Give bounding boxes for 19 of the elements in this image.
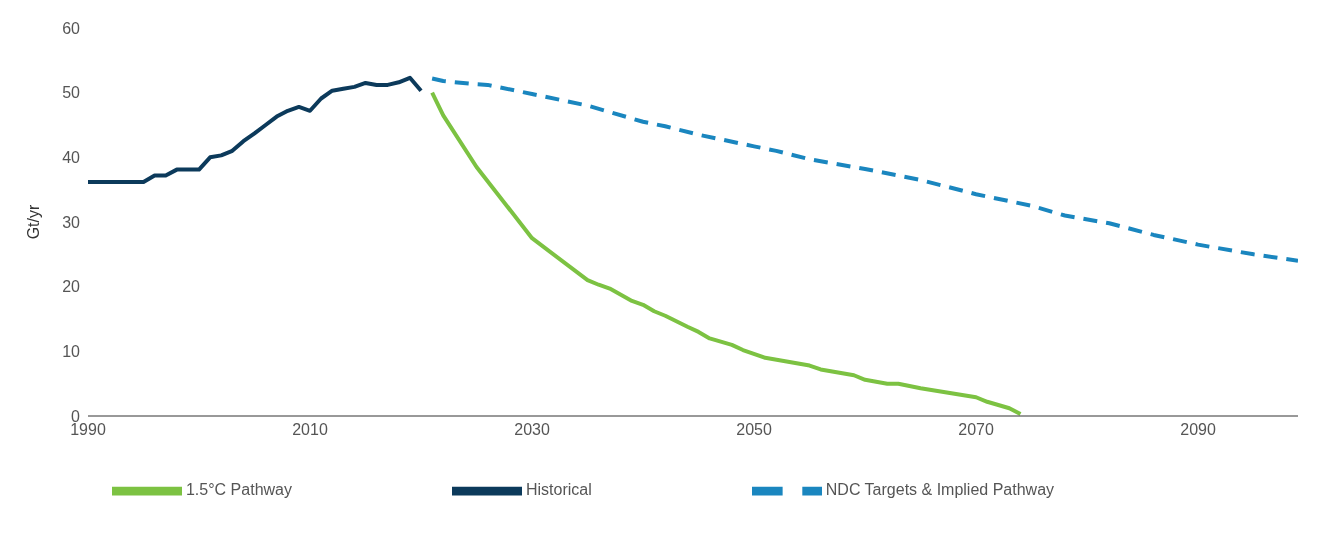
line-series	[430, 76, 1298, 263]
x-tick-label: 2050	[736, 421, 772, 439]
y-axis-title: Gt/yr	[24, 204, 42, 240]
x-tick-label: 1990	[70, 421, 106, 439]
x-tick-label: 2010	[292, 421, 328, 439]
line-series	[88, 75, 424, 184]
line-series	[430, 90, 1023, 416]
y-tick-label: 40	[62, 149, 81, 167]
x-tick-label: 2030	[514, 421, 550, 439]
legend-label: 1.5°C Pathway	[185, 481, 292, 499]
legend-label: Historical	[525, 481, 592, 499]
y-tick-label: 20	[62, 278, 81, 296]
y-tick-label: 60	[62, 19, 81, 37]
y-tick-label: 30	[62, 213, 81, 231]
y-tick-label: 50	[62, 84, 81, 102]
y-tick-label: 10	[62, 343, 81, 361]
x-tick-label: 2090	[1180, 421, 1216, 439]
legend-label: NDC Targets & Implied Pathway	[825, 481, 1055, 499]
x-tick-label: 2070	[958, 421, 994, 439]
